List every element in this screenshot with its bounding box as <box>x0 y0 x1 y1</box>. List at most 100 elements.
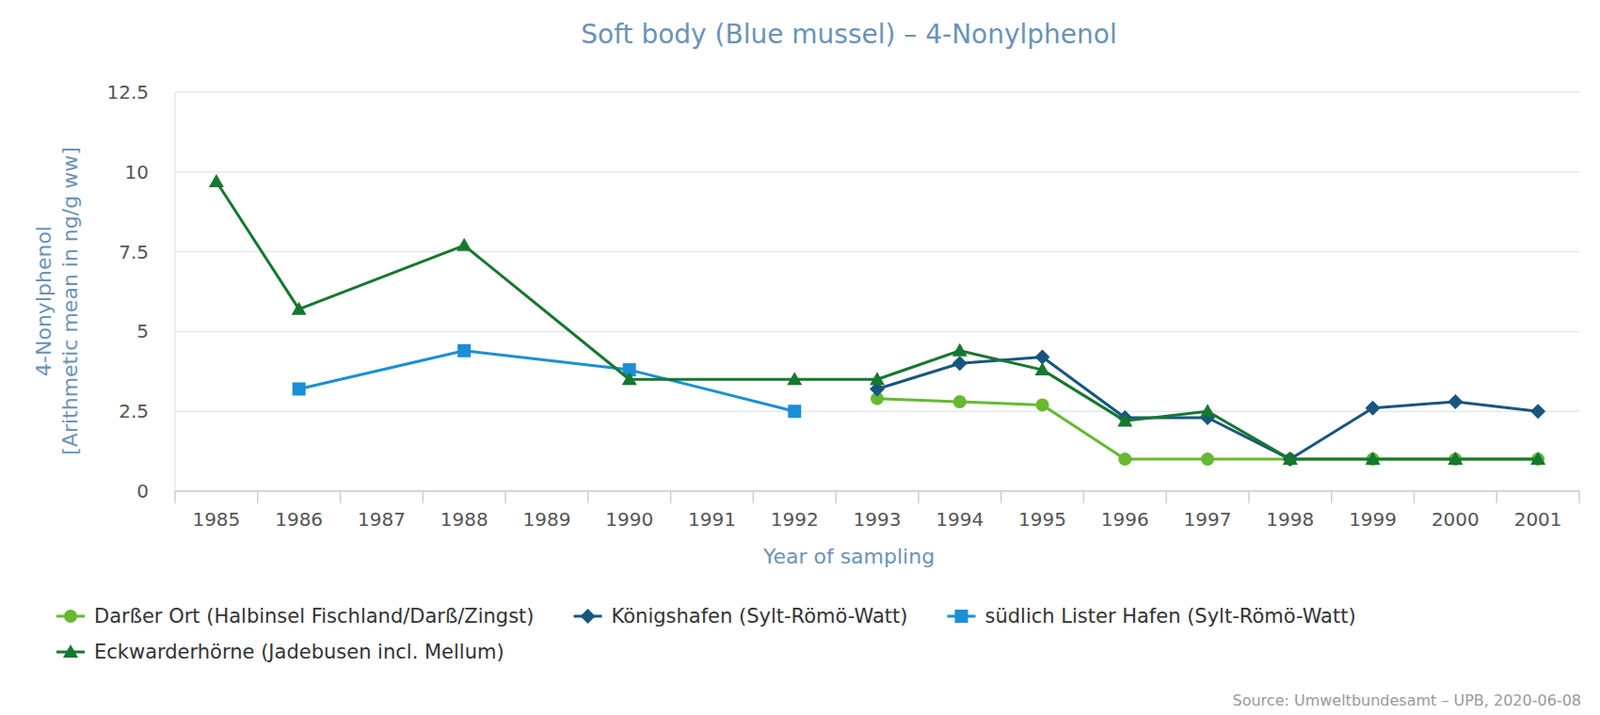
x-tick-label: 1985 <box>192 508 240 531</box>
x-tick <box>174 491 176 504</box>
x-tick <box>422 491 425 504</box>
x-tick <box>1578 491 1581 504</box>
line-segment <box>629 378 796 382</box>
x-tick-label: 1994 <box>935 508 984 531</box>
x-tick-label: 1991 <box>688 508 736 531</box>
series <box>208 174 1546 465</box>
x-tick <box>834 491 837 504</box>
y-tick-label: 10 <box>125 160 149 184</box>
x-tick <box>256 491 259 504</box>
line-segment <box>1290 458 1374 462</box>
y-axis-title-line: [Arithmetic mean in ng/g ww] <box>58 146 82 455</box>
x-tick <box>339 491 342 504</box>
line-segment <box>1373 458 1456 462</box>
legend-item: Darßer Ort (Halbinsel Fischland/Darß/Zin… <box>56 605 535 628</box>
line-segment <box>794 378 878 382</box>
legend-label: Darßer Ort (Halbinsel Fischland/Darß/Zin… <box>94 605 535 628</box>
y-tick-label: 0 <box>136 480 149 503</box>
line-segment <box>1290 408 1374 460</box>
marker <box>292 382 306 396</box>
line-segment <box>877 351 960 381</box>
line-segment <box>1290 458 1374 462</box>
marker <box>953 395 967 409</box>
series <box>870 392 1545 466</box>
legend-label: Königshafen (Sylt-Römö-Watt) <box>611 605 909 628</box>
x-tick-label: 1996 <box>1101 508 1150 531</box>
plot-area <box>208 174 1546 467</box>
legend-item: Eckwarderhörne (Jadebusen incl. Mellum) <box>56 640 505 664</box>
grid-line <box>175 92 1580 94</box>
x-tick-label: 1988 <box>440 508 489 531</box>
x-tick-label: 1998 <box>1265 508 1314 531</box>
marker <box>1530 403 1546 419</box>
line-segment <box>1373 458 1456 462</box>
x-tick <box>504 491 507 504</box>
legend-marker <box>64 609 78 624</box>
line-segment <box>1455 458 1538 462</box>
legend-label: Eckwarderhörne (Jadebusen incl. Mellum) <box>94 640 505 664</box>
line-segment <box>1455 401 1538 412</box>
marker <box>291 302 307 316</box>
series <box>292 344 802 418</box>
x-tick-label: 1987 <box>357 508 406 531</box>
line-segment <box>1124 411 1208 421</box>
marker <box>1447 451 1463 465</box>
y-tick-label: 5 <box>136 320 149 343</box>
x-tick-label: 1990 <box>605 508 654 531</box>
x-tick <box>587 491 590 504</box>
x-tick-label: 1989 <box>522 508 571 531</box>
x-tick-label: 1997 <box>1184 508 1232 531</box>
x-tick <box>917 491 920 504</box>
x-tick <box>1495 491 1498 504</box>
grid-line <box>175 491 1580 493</box>
marker <box>1282 451 1298 465</box>
line-segment <box>960 401 1043 405</box>
marker <box>622 371 638 385</box>
line-segment <box>877 399 960 402</box>
x-tick-label: 2000 <box>1431 508 1480 531</box>
marker <box>1447 394 1463 410</box>
marker <box>1365 400 1381 416</box>
x-axis <box>175 490 1580 493</box>
line-segment <box>1373 401 1456 409</box>
series <box>869 350 1546 468</box>
x-tick <box>1330 491 1333 504</box>
legend-marker <box>63 644 79 658</box>
y-axis <box>175 92 176 492</box>
legend-item: Königshafen (Sylt-Römö-Watt) <box>574 605 909 628</box>
legend-marker <box>580 608 596 624</box>
marker <box>787 404 801 418</box>
line-segment <box>1207 411 1291 460</box>
legend-marker <box>954 609 968 624</box>
legend-item: südlich Lister Hafen (Sylt-Römö-Watt) <box>946 605 1356 628</box>
x-tick <box>1413 491 1416 504</box>
line-segment <box>299 351 465 390</box>
grid <box>175 92 1580 492</box>
x-tick <box>1165 491 1168 504</box>
y-tick-label: 7.5 <box>118 240 149 264</box>
line-segment <box>629 369 796 412</box>
x-tick <box>670 491 672 504</box>
marker <box>1118 452 1132 466</box>
x-tick-label: 1993 <box>853 508 902 531</box>
line-segment <box>1042 357 1126 418</box>
legend-label: südlich Lister Hafen (Sylt-Römö-Watt) <box>984 605 1356 628</box>
marker <box>1530 451 1546 465</box>
chart: Soft body (Blue mussel) – 4-Nonylphenol 0… <box>0 0 1600 715</box>
source: Source: Umweltbundesamt – UPB, 2020-06-0… <box>1232 691 1582 710</box>
marker <box>786 371 802 385</box>
grid-line <box>175 251 1580 253</box>
y-tick-label: 2.5 <box>118 400 149 423</box>
line-segment <box>216 181 300 310</box>
line-segment <box>960 351 1043 370</box>
line-segment <box>1207 458 1291 462</box>
marker <box>208 174 224 188</box>
x-tick-label: 2001 <box>1514 508 1563 531</box>
y-tick-label: 12.5 <box>106 80 149 104</box>
y-axis-title: 4-Nonylphenol[Arithmetic mean in ng/g ww… <box>32 146 82 455</box>
x-tick <box>752 491 755 504</box>
x-tick-label: 1986 <box>274 508 323 531</box>
title: Soft body (Blue mussel) – 4-Nonylphenol <box>580 18 1118 50</box>
marker <box>1200 403 1216 417</box>
marker <box>1117 413 1133 427</box>
